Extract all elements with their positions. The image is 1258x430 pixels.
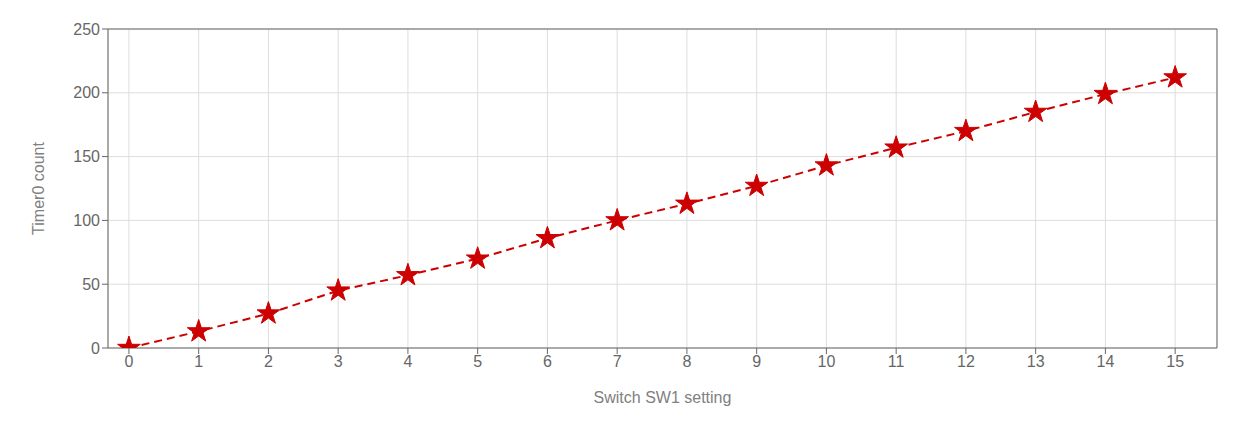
svg-text:9: 9 [752, 353, 761, 370]
svg-text:14: 14 [1097, 353, 1115, 370]
svg-text:Switch SW1 setting: Switch SW1 setting [594, 389, 732, 406]
svg-text:Timer0 count: Timer0 count [30, 142, 47, 235]
svg-text:250: 250 [73, 21, 100, 38]
svg-text:7: 7 [613, 353, 622, 370]
svg-text:4: 4 [403, 353, 412, 370]
svg-text:0: 0 [124, 353, 133, 370]
svg-text:50: 50 [82, 276, 100, 293]
svg-text:3: 3 [334, 353, 343, 370]
svg-text:1: 1 [194, 353, 203, 370]
svg-text:11: 11 [888, 353, 905, 370]
svg-text:150: 150 [73, 148, 100, 165]
svg-text:12: 12 [957, 353, 975, 370]
svg-text:8: 8 [682, 353, 691, 370]
svg-text:5: 5 [473, 353, 482, 370]
svg-text:200: 200 [73, 84, 100, 101]
svg-text:0: 0 [91, 340, 100, 357]
svg-text:15: 15 [1166, 353, 1184, 370]
svg-text:10: 10 [818, 353, 836, 370]
svg-text:6: 6 [543, 353, 552, 370]
svg-text:13: 13 [1027, 353, 1045, 370]
svg-text:2: 2 [264, 353, 273, 370]
svg-text:100: 100 [73, 212, 100, 229]
